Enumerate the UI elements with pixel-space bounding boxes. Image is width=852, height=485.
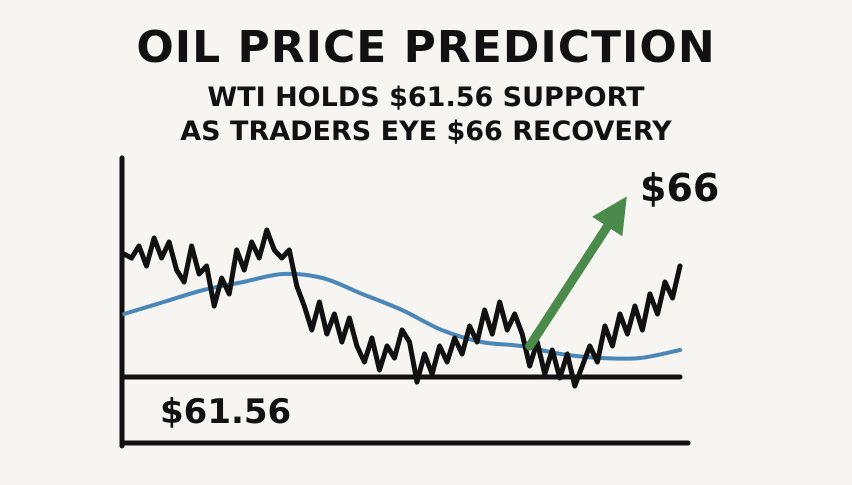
support-level-label: $61.56 (160, 392, 291, 432)
target-level-label: $66 (640, 166, 719, 210)
moving-average-line (122, 271, 682, 361)
chart-subtitle-line-2: AS TRADERS EYE $66 RECOVERY (180, 116, 672, 147)
chart-subtitle-line-1: WTI HOLDS $61.56 SUPPORT (207, 82, 645, 113)
chart-title: OIL PRICE PREDICTION (136, 22, 716, 73)
trend-arrow (525, 196, 627, 351)
price-line (121, 227, 683, 389)
